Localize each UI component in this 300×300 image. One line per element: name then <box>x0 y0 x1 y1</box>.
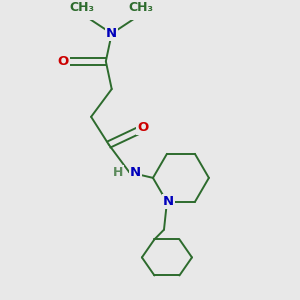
Text: O: O <box>58 55 69 68</box>
Text: H: H <box>112 166 123 179</box>
Text: N: N <box>106 27 117 40</box>
Text: O: O <box>137 122 148 134</box>
Text: CH₃: CH₃ <box>129 1 154 14</box>
Text: N: N <box>130 166 141 179</box>
Text: CH₃: CH₃ <box>70 1 95 14</box>
Text: N: N <box>163 195 174 208</box>
